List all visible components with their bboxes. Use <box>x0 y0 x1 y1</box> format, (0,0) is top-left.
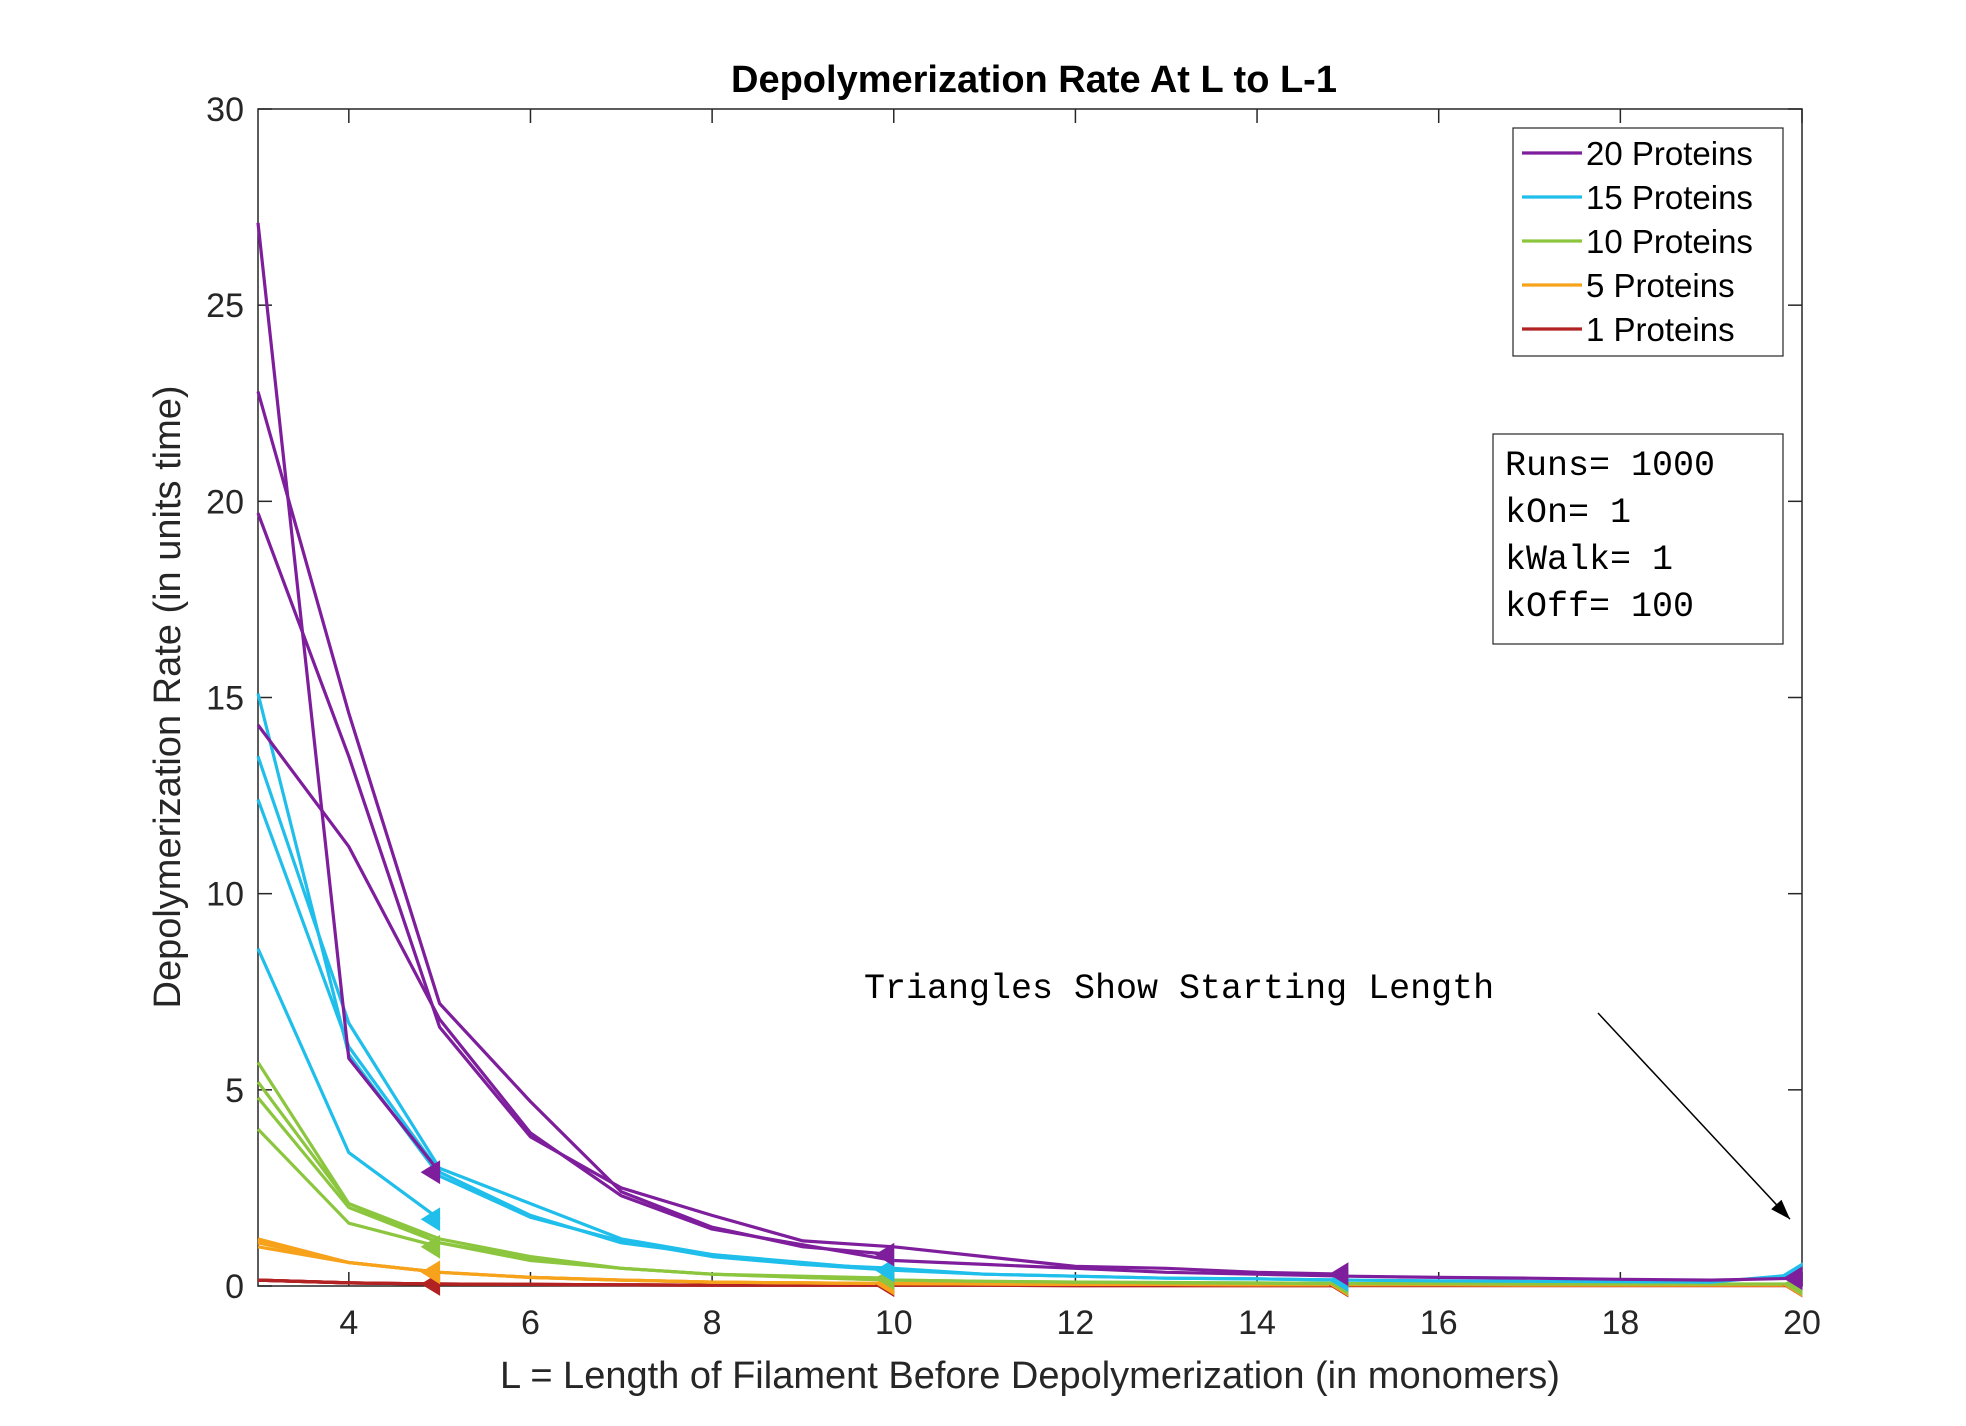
annotation: Triangles Show Starting Length <box>864 969 1791 1220</box>
series-line-20-proteins-start-15 <box>256 512 1348 1276</box>
series-line-5-proteins-start-5 <box>257 1245 440 1274</box>
legend-label: 20 Proteins <box>1586 135 1753 172</box>
series-line-20-proteins-start-20 <box>256 724 1803 1282</box>
y-tick-label: 0 <box>225 1268 244 1306</box>
x-axis-label: L = Length of Filament Before Depolymeri… <box>500 1355 1560 1397</box>
y-tick-label: 10 <box>206 876 244 914</box>
start-marker-20-proteins-5 <box>420 1160 441 1185</box>
series-line-15-proteins-start-15 <box>256 755 1348 1282</box>
x-tick-label: 12 <box>1056 1304 1094 1342</box>
legend-label: 5 Proteins <box>1586 267 1735 304</box>
parameter-line: kOn= 1 <box>1505 493 1631 533</box>
legend-label: 15 Proteins <box>1586 179 1753 216</box>
legend-label: 10 Proteins <box>1586 223 1753 260</box>
legend-box <box>1512 127 1784 357</box>
x-tick-label: 20 <box>1783 1304 1821 1342</box>
x-tick-label: 14 <box>1238 1304 1276 1342</box>
start-marker-20-proteins-10 <box>874 1242 895 1267</box>
series-line-15-proteins-start-5 <box>256 947 441 1221</box>
x-tick-label: 8 <box>703 1304 722 1342</box>
parameter-line: kOff= 100 <box>1505 587 1694 627</box>
series-line-1-proteins-start-5 <box>257 1278 440 1286</box>
start-markers <box>420 1160 1803 1298</box>
parameters-box: Runs= 1000 kOn= 1 kWalk= 1 kOff= 100 <box>1492 433 1784 645</box>
start-marker-5-proteins-5 <box>420 1260 441 1285</box>
series-line-10-proteins-start-5 <box>256 1127 441 1249</box>
start-marker-15-proteins-5 <box>420 1207 441 1232</box>
series-line-20-proteins-start-5 <box>256 222 441 1174</box>
y-tick-label: 30 <box>206 91 244 129</box>
parameters-frame <box>1492 433 1784 645</box>
y-tick-label: 20 <box>206 483 244 521</box>
annotation-arrow-head <box>1771 1199 1790 1220</box>
legend: 20 Proteins 15 Proteins 10 Proteins 5 Prote… <box>1512 127 1784 357</box>
series-layer <box>256 222 1803 1288</box>
y-axis-label: Depolymerization Rate (in units time) <box>147 385 189 1008</box>
parameter-line: Runs= 1000 <box>1505 446 1715 486</box>
series-line-20-proteins-start-10 <box>256 391 894 1257</box>
x-tick-label: 6 <box>521 1304 540 1342</box>
series-line-10-proteins-start-10 <box>256 1096 894 1280</box>
annotation-arrow <box>1597 1012 1791 1220</box>
start-marker-10-proteins-5 <box>420 1234 441 1259</box>
x-tick-label: 4 <box>339 1304 358 1342</box>
x-tick-label: 16 <box>1420 1304 1458 1342</box>
y-tick-label: 5 <box>225 1072 244 1110</box>
series-line-15-proteins-start-10 <box>256 798 894 1272</box>
series-line-10-proteins-start-15 <box>256 1081 1348 1285</box>
y-tick-label: 15 <box>206 680 244 718</box>
start-marker-15-proteins-10 <box>874 1258 895 1283</box>
start-marker-20-proteins-15 <box>1328 1262 1349 1287</box>
x-tick-label: 10 <box>875 1304 913 1342</box>
annotation-text: Triangles Show Starting Length <box>864 969 1494 1009</box>
parameter-line: kWalk= 1 <box>1505 540 1673 580</box>
chart-title: Depolymerization Rate At L to L-1 <box>731 59 1337 101</box>
start-marker-20-proteins-20 <box>1783 1266 1803 1291</box>
y-tick-label: 25 <box>206 287 244 325</box>
legend-label: 1 Proteins <box>1586 311 1735 348</box>
x-tick-label: 18 <box>1601 1304 1639 1342</box>
